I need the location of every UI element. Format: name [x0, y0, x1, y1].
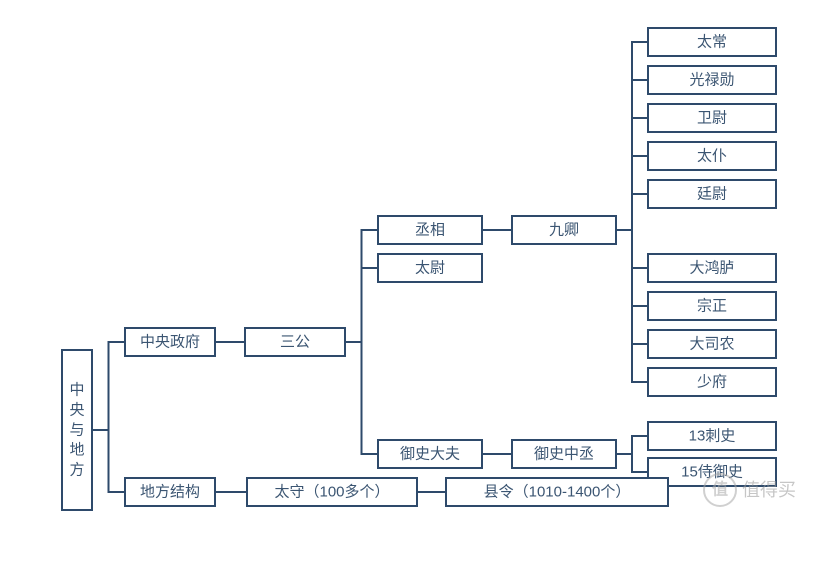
edge-root-central — [92, 342, 125, 430]
node-root: 中央与地方 — [62, 350, 92, 510]
svg-text:太常: 太常 — [697, 34, 727, 51]
edge-sangong-tw — [345, 268, 378, 342]
svg-text:三公: 三公 — [280, 334, 310, 351]
node-taishou: 太守（100多个） — [247, 478, 417, 506]
svg-text:与: 与 — [69, 422, 84, 439]
node-q3: 卫尉 — [648, 104, 776, 132]
node-q1: 太常 — [648, 28, 776, 56]
svg-text:太守（100多个）: 太守（100多个） — [274, 484, 389, 501]
org-chart: 中央与地方 中央政府地方结构 三公 丞相太尉御史大夫 九卿御史中丞 太常光禄勋卫尉太仆廷尉… — [0, 0, 829, 562]
edge-yszc-cishi — [616, 436, 648, 454]
node-q6: 大鸿胪 — [648, 254, 776, 282]
edge-sangong-ysdf — [345, 342, 378, 454]
svg-text:宗正: 宗正 — [697, 297, 727, 315]
edge-root-local — [92, 430, 125, 492]
svg-text:地方结构: 地方结构 — [140, 484, 200, 501]
svg-text:御史大夫: 御史大夫 — [400, 446, 460, 463]
svg-text:方: 方 — [69, 462, 84, 479]
node-yszc: 御史中丞 — [512, 440, 616, 468]
node-q9: 少府 — [648, 368, 776, 396]
node-q2: 光禄勋 — [648, 66, 776, 94]
svg-text:大司农: 大司农 — [689, 336, 734, 353]
edge-jq-q5 — [616, 194, 648, 230]
svg-text:地: 地 — [69, 442, 84, 459]
node-q4: 太仆 — [648, 142, 776, 170]
svg-text:中: 中 — [69, 382, 84, 399]
svg-text:光禄勋: 光禄勋 — [689, 72, 734, 89]
svg-text:少府: 少府 — [697, 374, 727, 391]
svg-text:御史中丞: 御史中丞 — [534, 446, 594, 463]
node-jq: 九卿 — [512, 216, 616, 244]
node-sangong: 三公 — [245, 328, 345, 356]
edge-yszc-shiyushi — [616, 454, 648, 472]
svg-text:中央政府: 中央政府 — [140, 334, 200, 351]
svg-text:太尉: 太尉 — [415, 260, 445, 277]
svg-text:太仆: 太仆 — [697, 148, 727, 165]
node-q7: 宗正 — [648, 292, 776, 320]
svg-text:丞相: 丞相 — [415, 222, 445, 239]
node-cx: 丞相 — [378, 216, 482, 244]
svg-text:值得买: 值得买 — [742, 480, 796, 500]
node-cishi: 13刺史 — [648, 422, 776, 450]
svg-text:九卿: 九卿 — [549, 222, 579, 239]
node-xianling: 县令（1010-1400个） — [446, 478, 668, 506]
node-q5: 廷尉 — [648, 180, 776, 208]
svg-text:县令（1010-1400个）: 县令（1010-1400个） — [484, 484, 631, 501]
node-q8: 大司农 — [648, 330, 776, 358]
node-central: 中央政府 — [125, 328, 215, 356]
svg-text:卫尉: 卫尉 — [697, 110, 727, 127]
node-tw: 太尉 — [378, 254, 482, 282]
svg-text:大鸿胪: 大鸿胪 — [689, 260, 734, 277]
svg-text:15侍御史: 15侍御史 — [681, 464, 743, 481]
node-local: 地方结构 — [125, 478, 215, 506]
node-ysdf: 御史大夫 — [378, 440, 482, 468]
svg-text:值: 值 — [712, 480, 728, 499]
svg-text:廷尉: 廷尉 — [697, 186, 727, 203]
svg-text:央: 央 — [69, 402, 84, 419]
svg-text:13刺史: 13刺史 — [689, 428, 736, 445]
